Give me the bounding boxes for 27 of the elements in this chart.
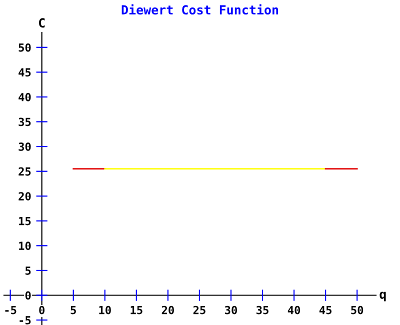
- chart-title: Diewert Cost Function: [122, 4, 278, 15]
- x-tick-label: 50: [351, 306, 364, 314]
- y-tick-label: 45: [18, 68, 31, 77]
- x-tick-label: 25: [193, 306, 206, 314]
- y-tick-label: -5: [20, 316, 31, 324]
- y-tick-label: 10: [19, 242, 31, 250]
- x-tick-label: 35: [256, 306, 268, 314]
- x-tick-label: 30: [224, 306, 238, 314]
- y-tick-label: 0: [25, 291, 31, 300]
- x-tick-label: 45: [319, 306, 332, 314]
- y-tick-label: 15: [19, 217, 31, 226]
- y-tick-label: 40: [18, 92, 31, 102]
- y-tick-label: 25: [18, 167, 31, 176]
- y-tick-label: 50: [18, 43, 31, 52]
- x-tick-label: 0: [39, 306, 45, 314]
- y-tick-label: 5: [26, 266, 31, 275]
- x-tick-label: 20: [162, 306, 174, 314]
- x-tick-label: 40: [288, 306, 300, 314]
- x-tick-label: 15: [130, 306, 142, 314]
- y-tick-label: 20: [18, 192, 31, 200]
- x-axis-title: q: [380, 292, 386, 302]
- x-tick-label: 10: [99, 306, 111, 314]
- x-tick-label: 5: [70, 306, 76, 314]
- y-axis-title: C: [38, 18, 45, 28]
- y-tick-label: 30: [18, 142, 31, 151]
- x-tick-label: -5: [5, 306, 16, 314]
- y-tick-label: 35: [18, 118, 31, 126]
